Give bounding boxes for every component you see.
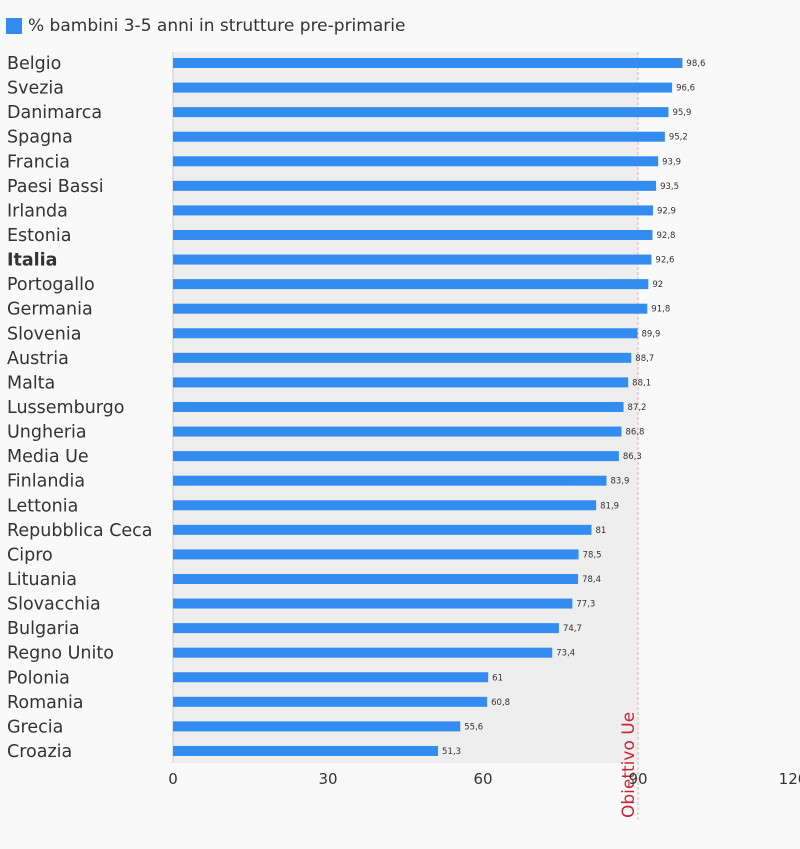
bar (173, 229, 653, 240)
value-label: 83,9 (610, 477, 629, 487)
category-label: Lettonia (7, 496, 78, 516)
value-label: 95,9 (672, 108, 691, 118)
bar (173, 451, 619, 462)
category-label: Finlandia (7, 472, 85, 492)
bar (173, 377, 629, 388)
bar (173, 500, 597, 511)
bar (173, 647, 553, 658)
category-label: Italia (7, 251, 58, 271)
legend-label: % bambini 3-5 anni in strutture pre-prim… (28, 16, 406, 36)
category-label: Croazia (7, 742, 72, 762)
category-label: Spagna (7, 128, 73, 148)
category-label: Danimarca (7, 103, 102, 123)
category-label: Germania (7, 300, 93, 320)
bar (173, 58, 683, 68)
category-label: Svezia (7, 79, 64, 99)
category-label: Portogallo (7, 275, 95, 295)
value-label: 92,8 (656, 231, 675, 241)
value-label: 74,7 (563, 624, 582, 634)
bar (173, 303, 648, 314)
category-label: Ungheria (7, 423, 87, 443)
value-label: 93,9 (662, 157, 681, 167)
bar (173, 131, 665, 142)
value-label: 81 (596, 526, 607, 536)
value-label: 92,6 (655, 256, 674, 266)
value-label: 77,3 (576, 600, 595, 610)
category-label: Romania (7, 693, 84, 713)
category-label: Francia (7, 152, 70, 172)
value-label: 86,8 (625, 428, 644, 438)
value-label: 95,2 (669, 133, 688, 143)
value-label: 98,6 (686, 59, 705, 69)
value-label: 89,9 (641, 329, 660, 339)
category-label: Irlanda (7, 201, 68, 221)
bar (173, 205, 653, 216)
x-tick-label: 30 (318, 770, 337, 788)
category-label: Slovenia (7, 324, 81, 344)
category-label: Media Ue (7, 447, 89, 467)
category-label: Malta (7, 373, 55, 393)
bar (173, 549, 579, 560)
value-label: 92,9 (657, 206, 676, 216)
reference-line-label: Obiettivo Ue (619, 712, 639, 818)
bar (173, 82, 673, 93)
value-label: 88,7 (635, 354, 654, 364)
value-label: 78,5 (583, 550, 602, 560)
category-label: Paesi Bassi (7, 177, 104, 197)
category-label: Slovacchia (7, 595, 101, 615)
category-label: Grecia (7, 717, 63, 737)
chart-legend: % bambini 3-5 anni in strutture pre-prim… (6, 16, 405, 36)
bar (173, 328, 638, 339)
value-label: 73,4 (556, 649, 575, 659)
value-label: 91,8 (651, 305, 670, 315)
bar (173, 696, 488, 707)
x-tick-label: 60 (473, 770, 492, 788)
value-label: 60,8 (491, 698, 510, 708)
bar (173, 623, 559, 634)
category-label: Estonia (7, 226, 71, 246)
x-tick-label: 90 (628, 770, 647, 788)
bar (173, 598, 573, 609)
category-label: Austria (7, 349, 69, 369)
category-label: Cipro (7, 545, 53, 565)
value-label: 92 (652, 280, 663, 290)
x-tick-label: 0 (168, 770, 178, 788)
bar (173, 279, 649, 290)
legend-swatch (6, 18, 22, 34)
value-label: 81,9 (600, 501, 619, 511)
value-label: 96,6 (676, 84, 695, 94)
category-label: Polonia (7, 668, 70, 688)
bar (173, 401, 624, 412)
category-label: Regno Unito (7, 644, 114, 664)
bar (173, 426, 622, 437)
bar (173, 180, 657, 191)
x-tick-label: 120 (779, 770, 800, 788)
value-label: 87,2 (628, 403, 647, 413)
bar (173, 573, 579, 584)
bar (173, 524, 592, 535)
value-label: 86,3 (623, 452, 642, 462)
bar (173, 352, 632, 363)
bar (173, 672, 489, 683)
category-label: Belgio (7, 54, 61, 74)
value-label: 55,6 (464, 722, 483, 732)
value-label: 78,4 (582, 575, 601, 585)
bar (173, 745, 439, 756)
category-label: Lituania (7, 570, 77, 590)
bar (173, 107, 669, 118)
category-label: Lussemburgo (7, 398, 124, 418)
category-label: Repubblica Ceca (7, 521, 153, 541)
category-label: Bulgaria (7, 619, 80, 639)
bar (173, 475, 607, 486)
value-label: 93,5 (660, 182, 679, 192)
value-label: 61 (492, 673, 503, 683)
value-label: 51,3 (442, 747, 461, 757)
bar (173, 156, 659, 167)
value-label: 88,1 (632, 378, 651, 388)
bar (173, 254, 652, 265)
bar (173, 721, 461, 732)
